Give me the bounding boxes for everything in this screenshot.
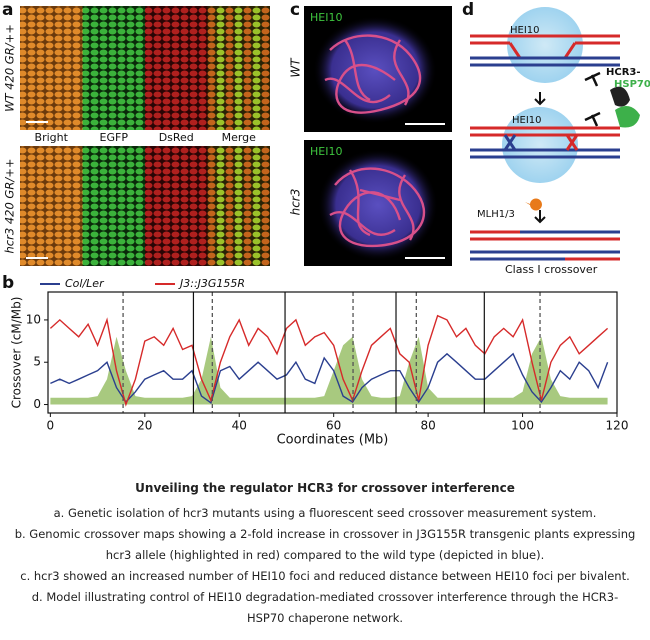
seed-image xyxy=(20,6,83,130)
genotype-label: WT xyxy=(289,57,303,78)
panel-label: a xyxy=(2,0,13,20)
column-label: EGFP xyxy=(100,131,129,144)
y-tick-label: 0 xyxy=(33,397,41,411)
panel-label: b xyxy=(2,273,14,293)
seed-image xyxy=(145,6,208,130)
model-diagram xyxy=(470,7,640,261)
diagram-label: MLH1/3 xyxy=(477,209,515,220)
seed-image xyxy=(145,146,208,266)
stain-label: HEI10 xyxy=(310,11,342,24)
figure: a Bright EGFP DsRed Merge WT 420 GR/++ hcr3 4… xyxy=(2,0,650,448)
microscopy-wt xyxy=(304,6,452,132)
y-tick-label: 10 xyxy=(26,312,41,326)
x-tick-label: 0 xyxy=(47,419,55,433)
stain-label: HEI10 xyxy=(310,145,342,158)
x-tick-label: 40 xyxy=(232,419,247,433)
y-axis-label: Crossover (cM/Mb) xyxy=(10,297,24,409)
genotype-label: hcr3 xyxy=(289,189,303,216)
caption-line: b. Genomic crossover maps showing a 2-fo… xyxy=(14,527,636,562)
seed-image xyxy=(207,146,270,266)
seed-image xyxy=(207,6,270,130)
line xyxy=(49,314,609,407)
row-label: hcr3 420 GR/++ xyxy=(3,159,17,254)
seed-image xyxy=(20,146,83,266)
column-label: Merge xyxy=(222,131,257,144)
crossover-chart: 0 20 40 60 80 100 120 0 5 10 Coordinates (Mb) Cross… xyxy=(10,277,629,448)
caption-line: a. Genetic isolation of hcr3 mutants usi… xyxy=(53,506,597,520)
panel-label: d xyxy=(462,0,474,20)
column-label: DsRed xyxy=(159,131,194,144)
x-axis-label: Coordinates (Mb) xyxy=(277,433,389,448)
x-tick-label: 120 xyxy=(606,419,629,433)
diagram-label: HSP70 xyxy=(614,79,650,90)
diagram-label: HCR3- xyxy=(606,67,641,78)
microscopy-hcr3 xyxy=(304,140,452,266)
caption-title: Unveiling the regulator HCR3 for crossov… xyxy=(135,481,515,495)
plot-frame xyxy=(47,291,618,414)
seed-image xyxy=(82,6,145,130)
seed-image xyxy=(82,146,145,266)
column-label: Bright xyxy=(35,131,69,144)
area xyxy=(50,336,608,405)
caption-line: d. Model illustrating control of HEI10 d… xyxy=(31,590,619,625)
seed-images: Bright EGFP DsRed Merge WT 420 GR/++ hcr3 420… xyxy=(3,6,270,266)
x-tick-label: 60 xyxy=(326,419,341,433)
caption-line: c. hcr3 showed an increased number of HE… xyxy=(20,569,630,583)
y-tick-label: 5 xyxy=(33,355,41,369)
line xyxy=(50,352,609,404)
caption: Unveiling the regulator HCR3 for crossov… xyxy=(0,478,650,629)
diagram-label: Class I crossover xyxy=(505,263,598,276)
legend-label: Col/Ler xyxy=(65,277,105,290)
panel-label: c xyxy=(290,0,300,20)
x-tick-label: 80 xyxy=(420,419,435,433)
diagram-label: HEI10 xyxy=(512,115,542,126)
x-tick-label: 20 xyxy=(137,419,152,433)
row-label: WT 420 GR/++ xyxy=(3,24,17,112)
x-tick-label: 100 xyxy=(511,419,534,433)
diagram-label: HEI10 xyxy=(510,25,540,36)
legend-label: J3::J3G155R xyxy=(178,277,245,290)
